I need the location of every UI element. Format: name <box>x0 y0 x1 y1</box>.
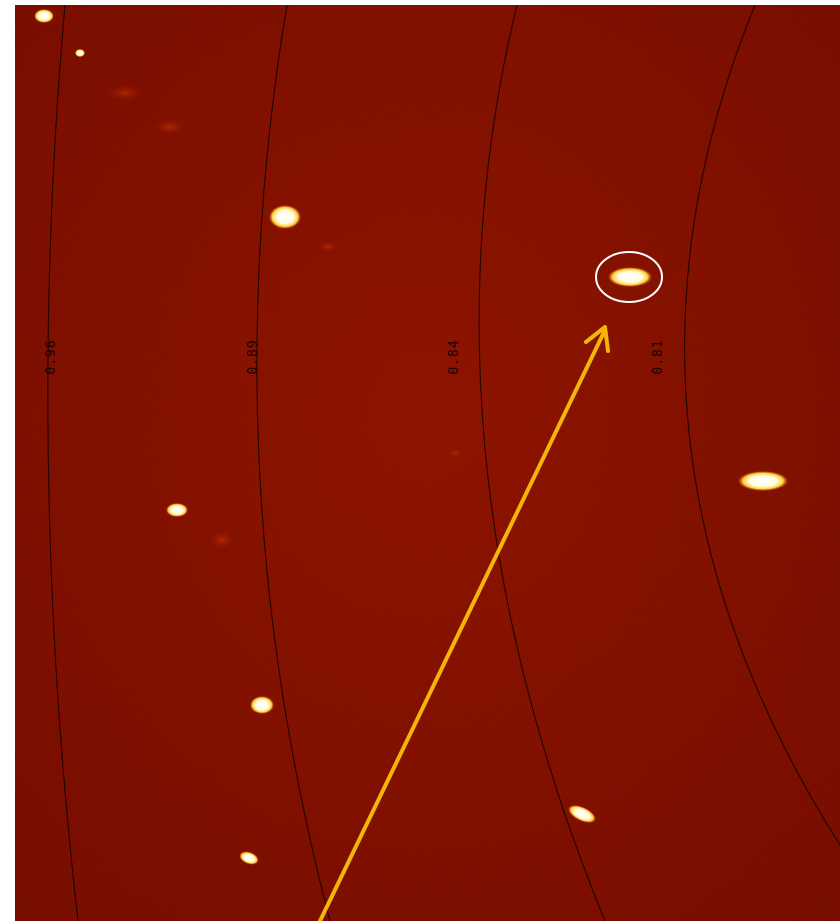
diffraction-spot <box>568 805 596 823</box>
resolution-ring-081 <box>684 5 840 846</box>
diffraction-spot <box>250 696 274 714</box>
highlight-circle <box>595 251 663 303</box>
resolution-ring-084 <box>478 5 606 921</box>
svg-text:0.81: 0.81 <box>651 339 666 374</box>
faint-spot <box>316 240 340 254</box>
highlighted-diffraction-spot <box>608 267 652 287</box>
diffraction-spot <box>166 503 188 517</box>
annotation-arrow <box>318 325 610 921</box>
resolution-ring-089 <box>256 5 331 921</box>
background-noise <box>15 5 840 921</box>
faint-spot <box>103 83 147 103</box>
faint-spot <box>445 447 465 459</box>
faint-spot <box>206 528 238 552</box>
ring-label-089: 0.89 <box>246 339 261 374</box>
diffraction-spot <box>239 851 259 865</box>
resolution-ring-096 <box>47 5 79 921</box>
diffraction-image: 0.96 0.89 0.84 0.81 <box>15 5 840 921</box>
ring-label-081: 0.81 <box>651 339 666 374</box>
svg-text:0.89: 0.89 <box>246 339 261 374</box>
ring-label-096: 0.96 <box>44 339 59 374</box>
diffraction-spot <box>75 49 85 57</box>
svg-text:0.96: 0.96 <box>44 339 59 374</box>
diffraction-spot <box>34 9 54 23</box>
diffraction-pattern: 0.96 0.89 0.84 0.81 <box>15 5 840 921</box>
svg-text:0.84: 0.84 <box>447 339 462 374</box>
diffraction-spot <box>269 205 301 229</box>
faint-spot <box>150 117 190 137</box>
ring-label-084: 0.84 <box>447 339 462 374</box>
diffraction-spot <box>738 471 788 491</box>
